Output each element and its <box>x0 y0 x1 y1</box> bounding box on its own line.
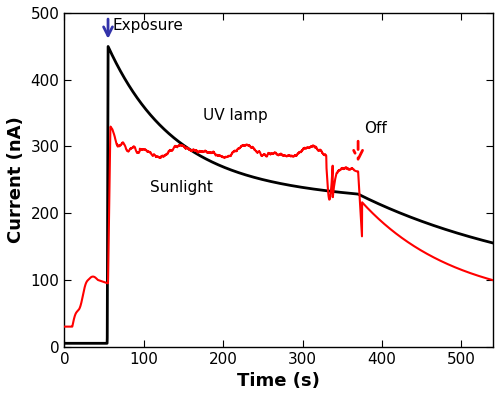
Text: Exposure: Exposure <box>113 17 184 33</box>
Text: Off: Off <box>364 121 387 136</box>
Text: UV lamp: UV lamp <box>204 108 268 123</box>
Y-axis label: Current (nA): Current (nA) <box>7 116 25 243</box>
X-axis label: Time (s): Time (s) <box>238 372 320 390</box>
Text: Sunlight: Sunlight <box>150 180 213 195</box>
